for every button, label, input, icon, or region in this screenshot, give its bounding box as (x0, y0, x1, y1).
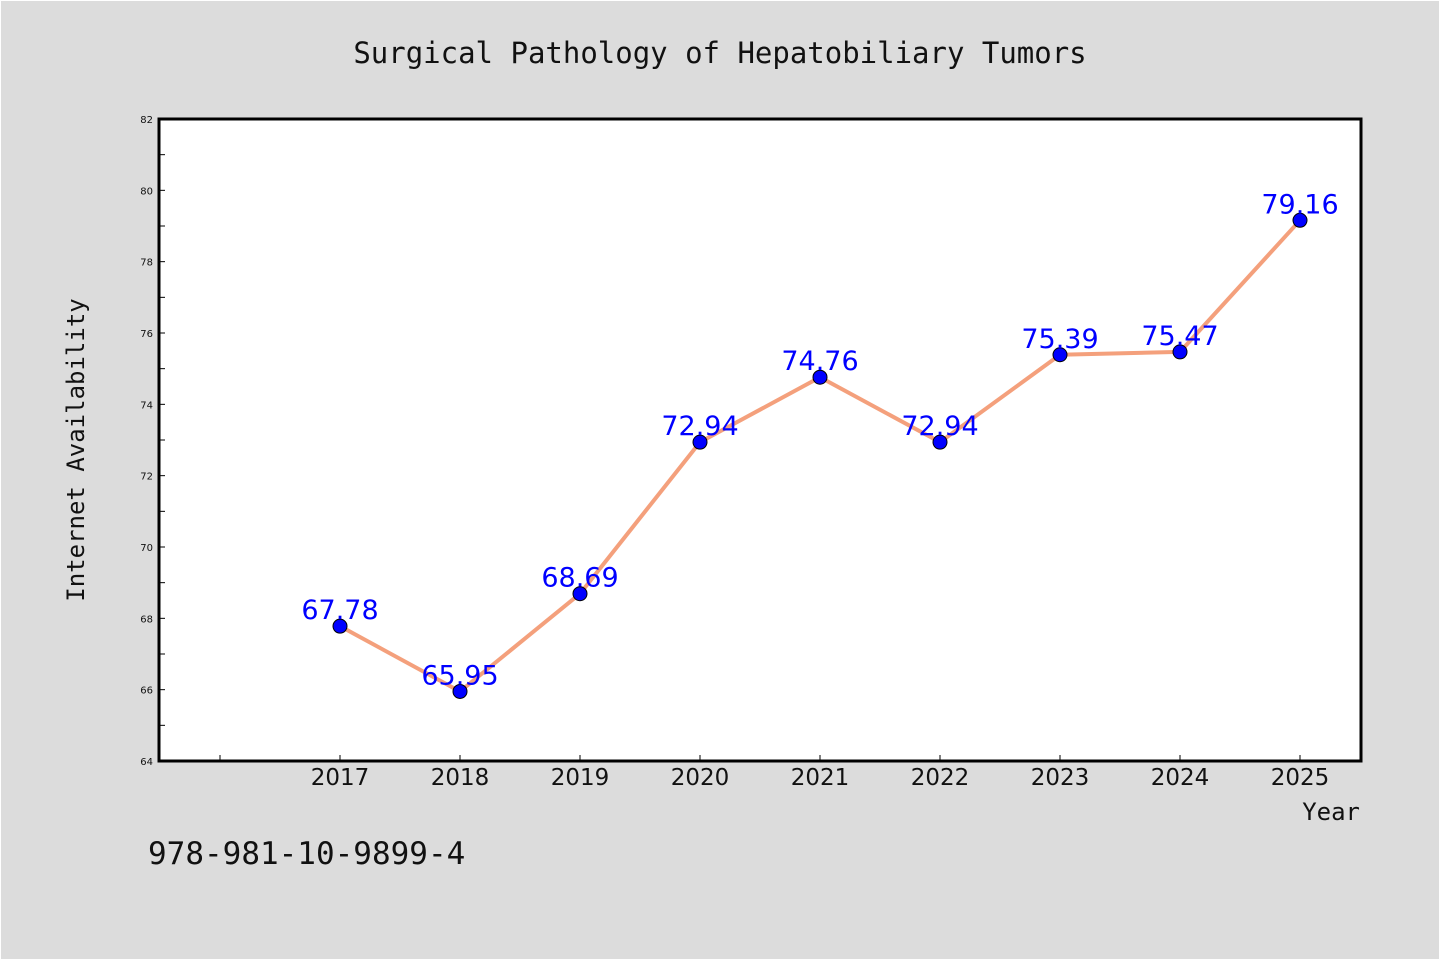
data-point (1292, 212, 1308, 228)
data-label: 74.76 (781, 346, 858, 377)
x-tick-label: 2024 (1151, 765, 1210, 791)
y-tick-label: 82 (140, 115, 153, 126)
data-labels-group: 67.78 65.95 68.69 72.94 74.76 72.94 75.39 75.47… (301, 189, 1338, 691)
isbn-text: 978-981-10-9899-4 (148, 836, 465, 872)
y-axis-label: Internet Availability (62, 298, 90, 601)
y-tick-label: 80 (140, 186, 153, 197)
markers-group (332, 212, 1308, 699)
y-tick-label: 76 (140, 329, 153, 340)
x-tick-label: 2025 (1271, 765, 1330, 791)
x-axis-label: Year (1302, 798, 1360, 826)
x-tick-label: 2017 (311, 765, 370, 791)
y-tick-label: 74 (140, 400, 153, 411)
y-tick-label: 64 (140, 757, 153, 768)
y-tick-label: 70 (140, 543, 153, 554)
y-tick-label: 66 (140, 686, 153, 697)
y-tick-label: 78 (140, 258, 153, 269)
x-tick-label: 2023 (1031, 765, 1090, 791)
data-point (572, 586, 588, 602)
data-label: 75.47 (1141, 321, 1218, 352)
data-label: 67.78 (301, 595, 378, 626)
data-label: 65.95 (421, 660, 498, 691)
x-tick-label: 2021 (791, 765, 850, 791)
data-point (932, 434, 948, 450)
chart-title: Surgical Pathology of Hepatobiliary Tumo… (353, 36, 1086, 70)
data-point (812, 369, 828, 385)
y-tick-label: 68 (140, 614, 153, 625)
data-label: 79.16 (1261, 189, 1338, 220)
data-point (1052, 347, 1068, 363)
data-label: 72.94 (901, 411, 978, 442)
data-label: 75.39 (1021, 324, 1098, 355)
data-label: 72.94 (661, 411, 738, 442)
x-tick-label: 2018 (431, 765, 490, 791)
plot-area (157, 117, 1363, 763)
x-axis: 2017 2018 2019 2020 2021 2022 2023 2024 2025 (219, 755, 1330, 791)
x-tick-label: 2020 (671, 765, 730, 791)
data-point (692, 434, 708, 450)
y-axis: 64 66 68 70 72 74 76 78 80 82 (140, 115, 165, 768)
data-point (332, 618, 348, 634)
y-tick-label: 72 (140, 472, 153, 483)
data-point (1172, 344, 1188, 360)
x-tick-label: 2022 (911, 765, 970, 791)
data-label: 68.69 (541, 563, 618, 594)
x-tick-label: 2019 (551, 765, 610, 791)
data-point (452, 683, 468, 699)
